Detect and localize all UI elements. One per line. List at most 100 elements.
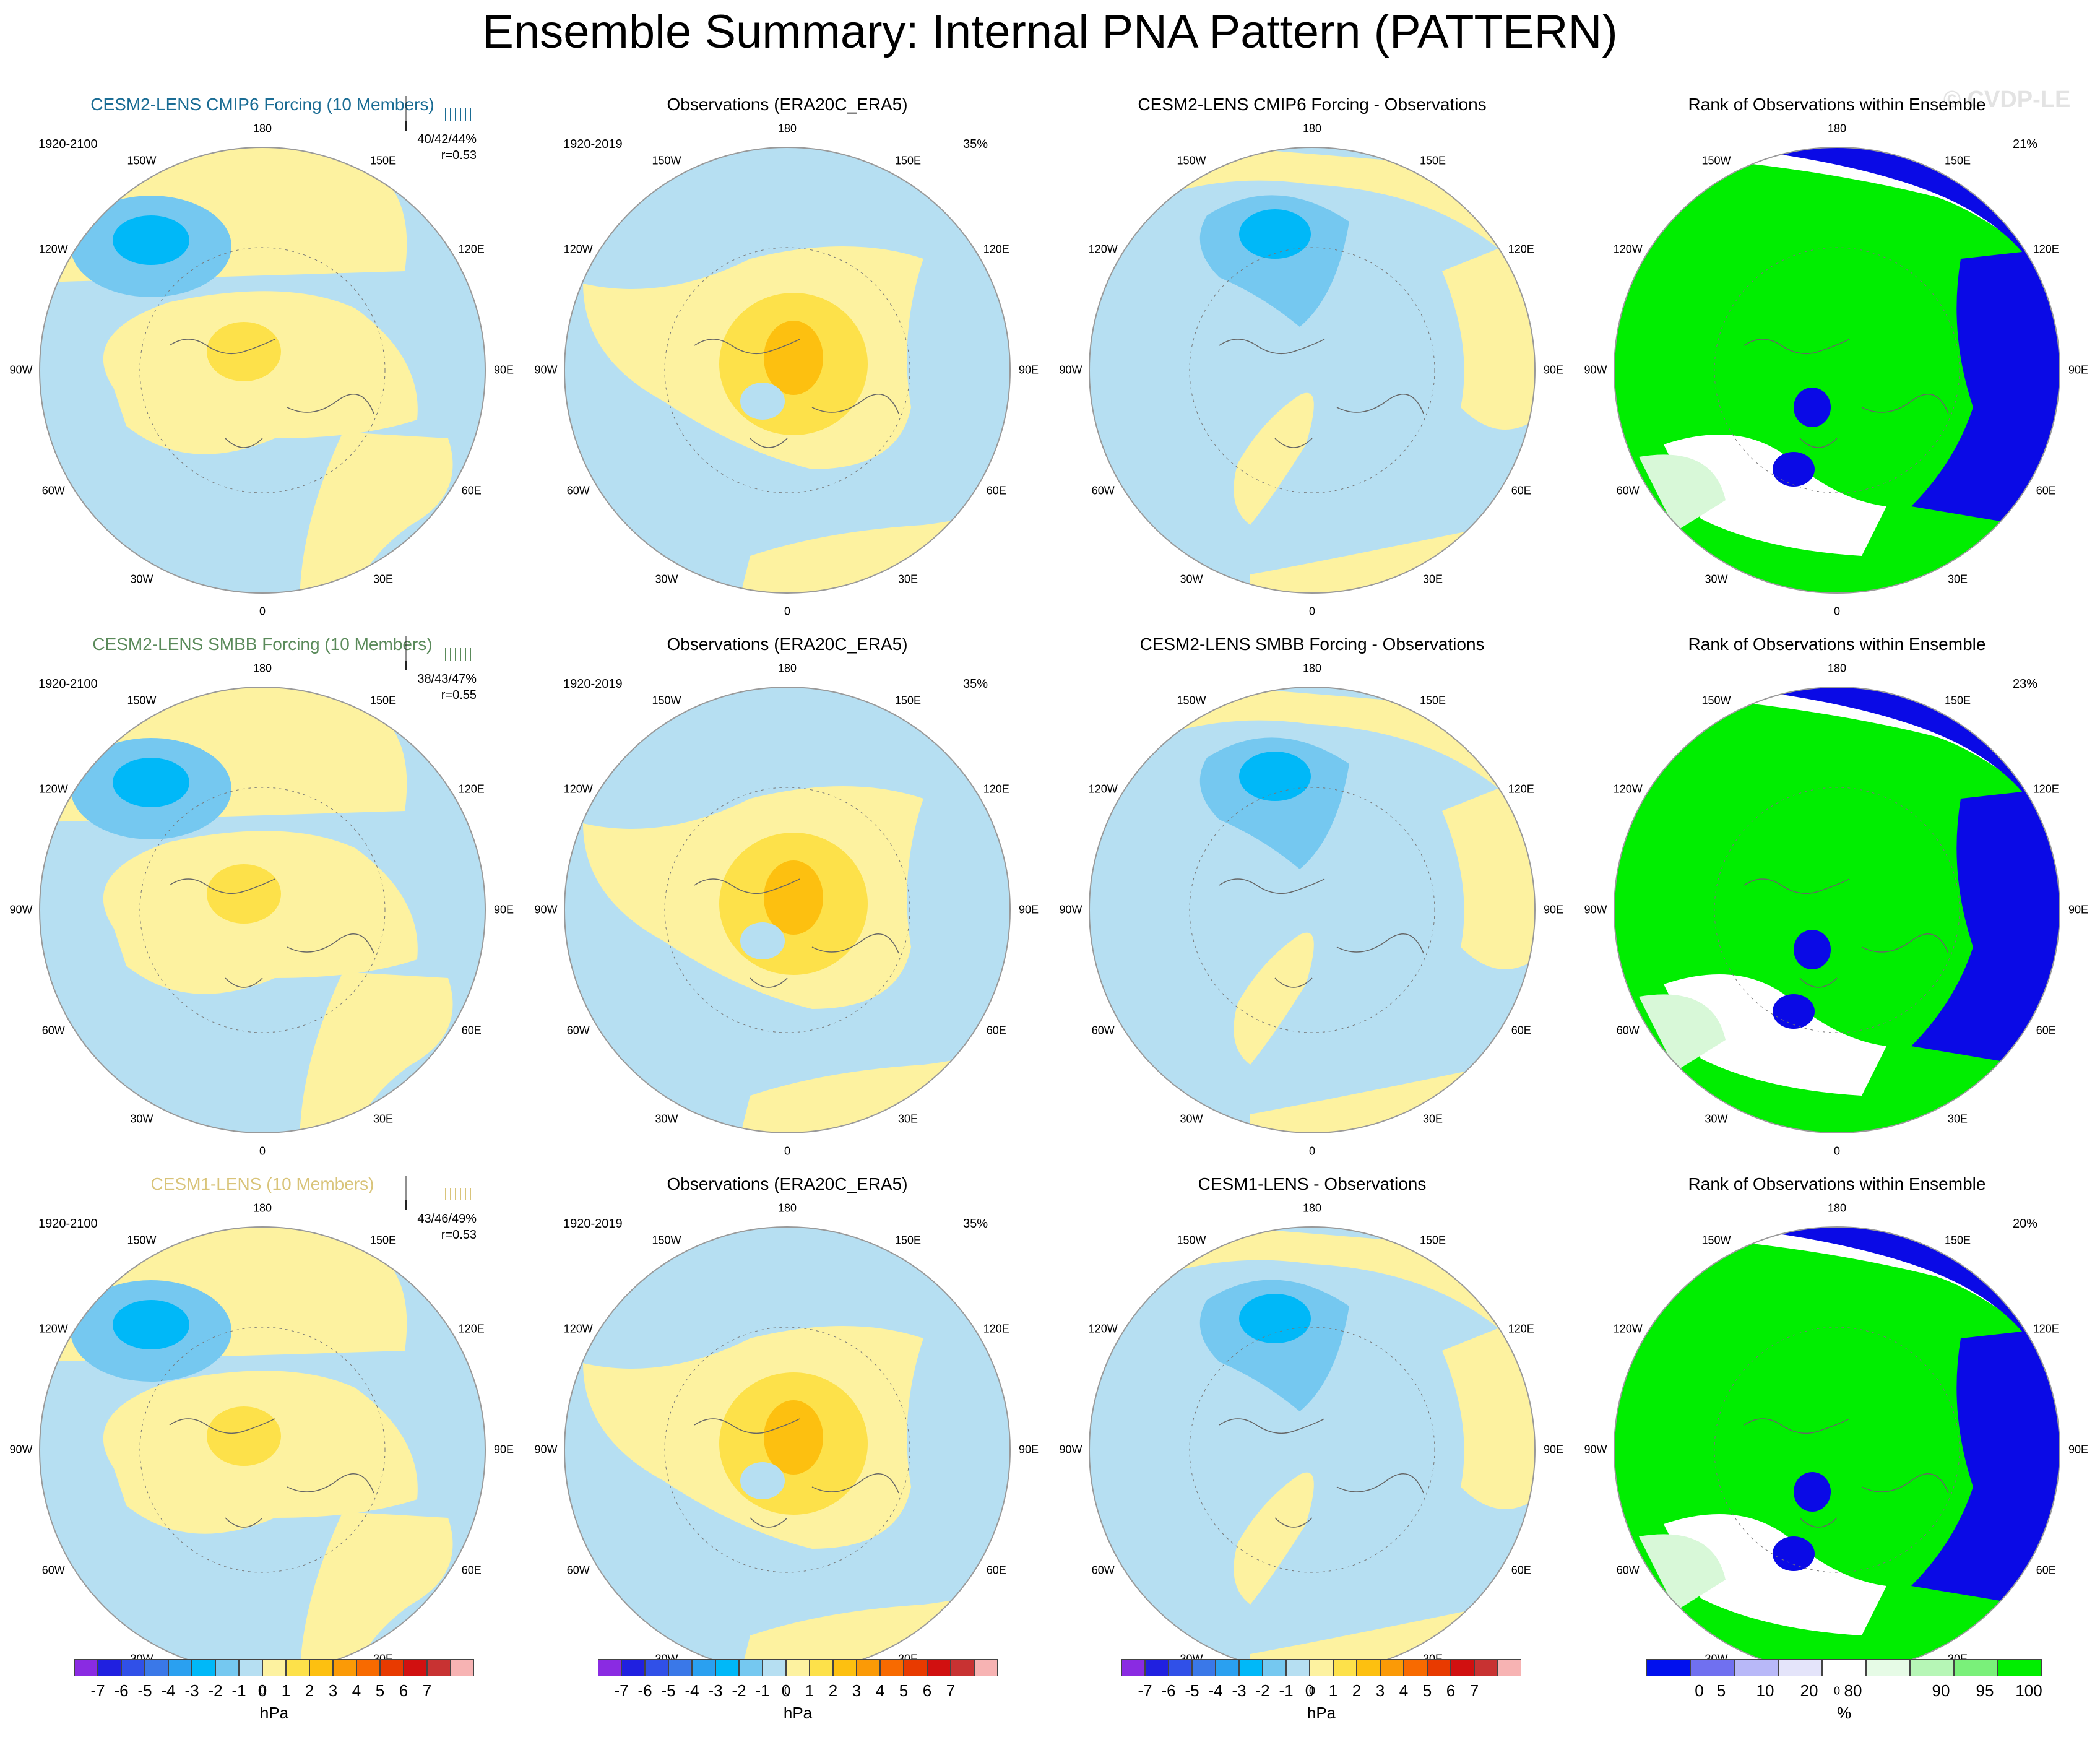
colorbar-swatch (1646, 1659, 1690, 1676)
lon-label-wsw: 60W (41, 1024, 65, 1037)
colorbar-swatch (145, 1659, 168, 1676)
lon-label-wnw: 120W (1613, 782, 1643, 795)
lon-label-ne: 150E (1419, 154, 1446, 167)
map-field (564, 1227, 1010, 1673)
lon-label-nw: 150W (1701, 694, 1731, 707)
lon-label-n: 180 (253, 122, 272, 135)
colorbar-swatch (1121, 1659, 1145, 1676)
lon-label-s: 0 (1833, 1145, 1841, 1158)
positive-east-region (1442, 1314, 1535, 1509)
colorbar-swatch (356, 1659, 380, 1676)
lon-label-nw: 150W (127, 154, 157, 167)
colorbar-tick: 3 (852, 1681, 862, 1700)
ensemble-stats: 38/43/47% r=0.55 (396, 671, 477, 703)
lon-label-ene: 120E (983, 1322, 1009, 1335)
lon-label-s: 0 (259, 1684, 266, 1697)
obs-title: Observations (ERA20C_ERA5) (667, 1174, 908, 1193)
colorbar-tick: -3 (1232, 1681, 1247, 1700)
lon-label-ese: 60E (1511, 1564, 1531, 1577)
colorbar-tick: 1 (1328, 1681, 1338, 1700)
lon-label-s: 0 (1308, 605, 1316, 618)
polar-map (564, 147, 1011, 594)
lon-label-nw: 150W (1177, 694, 1206, 707)
colorbar-tick: 95 (1976, 1681, 1994, 1700)
lon-label-ene: 120E (1508, 243, 1534, 256)
latitude-circle (1189, 787, 1435, 1033)
lon-label-sw: 30W (1705, 573, 1728, 586)
rank-blue-patch-north (1794, 930, 1831, 969)
ensemble-stats: 43/46/49% r=0.53 (396, 1211, 477, 1243)
lon-label-e: 90E (2068, 903, 2089, 916)
lon-label-n: 180 (777, 1202, 797, 1215)
coastline (694, 1418, 899, 1528)
model-panel: 180 150E 120E 90E 60E 30E 0 30W 60W 90W 120W 150W CE… (0, 93, 525, 631)
colorbar-swatch (621, 1659, 645, 1676)
positive-east-region (1442, 234, 1535, 430)
rank-pct: 21% (2013, 137, 2038, 151)
lon-label-nw: 150W (127, 694, 157, 707)
colorbar-tick: -6 (637, 1681, 652, 1700)
lon-label-ene: 120E (2033, 243, 2059, 256)
lon-label-s: 0 (784, 1145, 791, 1158)
colorbar-swatch (1333, 1659, 1357, 1676)
coastline (169, 878, 374, 988)
negative-lobe-outer (1199, 737, 1349, 869)
lon-label-wsw: 60W (41, 1564, 65, 1577)
latitude-circle (139, 787, 386, 1033)
colorbar-tick: 4 (352, 1681, 361, 1700)
colorbar-swatch (1778, 1659, 1822, 1676)
colorbar-swatch (1239, 1659, 1263, 1676)
latitude-circle (1714, 787, 1960, 1033)
lon-label-n: 180 (253, 1202, 272, 1215)
pattern-correlation-pct: 43/46/49% (417, 1212, 477, 1226)
colorbar-swatch (927, 1659, 951, 1676)
colorbar-tick: -5 (137, 1681, 152, 1700)
colorbar-swatch (192, 1659, 215, 1676)
rank-panel: 180150E120E90E60E30E030W60W90W120W150WRa… (1575, 1172, 2099, 1711)
lon-label-w: 90W (9, 363, 33, 376)
variance-pct: 35% (963, 137, 988, 151)
coastline (1744, 1418, 1949, 1528)
lon-label-n: 180 (1302, 1202, 1322, 1215)
coastline (169, 339, 374, 448)
coastline (694, 878, 899, 988)
lon-label-ese: 60E (1511, 1024, 1531, 1037)
lon-label-e: 90E (493, 1443, 514, 1456)
period-label: 1920-2019 (563, 137, 623, 151)
member-spread-plot (405, 1176, 471, 1210)
lon-label-s: 0 (784, 605, 791, 618)
colorbar-units: hPa (259, 1704, 289, 1722)
lon-label-wnw: 120W (563, 782, 593, 795)
obs-panel: 180 150E 120E 90E 60E 30E 0 30W 60W 90W 120W 150W Ob… (525, 93, 1050, 631)
lon-label-s: 0 (1833, 1684, 1841, 1697)
rank-title: Rank of Observations within Ensemble (1688, 635, 1986, 654)
latitude-circle (1189, 247, 1435, 493)
colorbar-tick: 3 (328, 1681, 338, 1700)
lon-label-ese: 60E (461, 1564, 482, 1577)
colorbar-tick: 0 (781, 1681, 791, 1700)
lon-label-se: 30E (1422, 573, 1443, 586)
figure-title: Ensemble Summary: Internal PNA Pattern (… (482, 6, 1618, 58)
lon-label-se: 30E (1947, 1112, 1968, 1125)
lon-label-wsw: 60W (566, 484, 590, 497)
model-panel: 180 150E 120E 90E 60E 30E 0 30W 60W 90W 120W 150W CE… (0, 633, 525, 1171)
lon-label-n: 180 (777, 122, 797, 135)
colorbar-tick: 4 (875, 1681, 885, 1700)
colorbar-swatch (1734, 1659, 1778, 1676)
variance-pct: 35% (963, 1217, 988, 1231)
negative-lobe-core (113, 1300, 189, 1349)
lon-label-nw: 150W (652, 154, 681, 167)
positive-south-tongue (300, 972, 453, 1133)
period-label: 1920-2019 (563, 1217, 623, 1231)
colorbar-swatch (645, 1659, 668, 1676)
lon-label-nw: 150W (127, 1234, 157, 1247)
lon-label-ene: 120E (2033, 1322, 2059, 1335)
lon-label-ese: 60E (2036, 1564, 2056, 1577)
colorbar-tick: 7 (946, 1681, 956, 1700)
lon-label-e: 90E (1018, 1443, 1039, 1456)
lon-label-s: 0 (1308, 1684, 1316, 1697)
negative-lobe-core (113, 758, 189, 807)
colorbar-tick: 2 (1352, 1681, 1362, 1700)
polar-map (1089, 1226, 1536, 1673)
map-boundary (1089, 687, 1536, 1133)
